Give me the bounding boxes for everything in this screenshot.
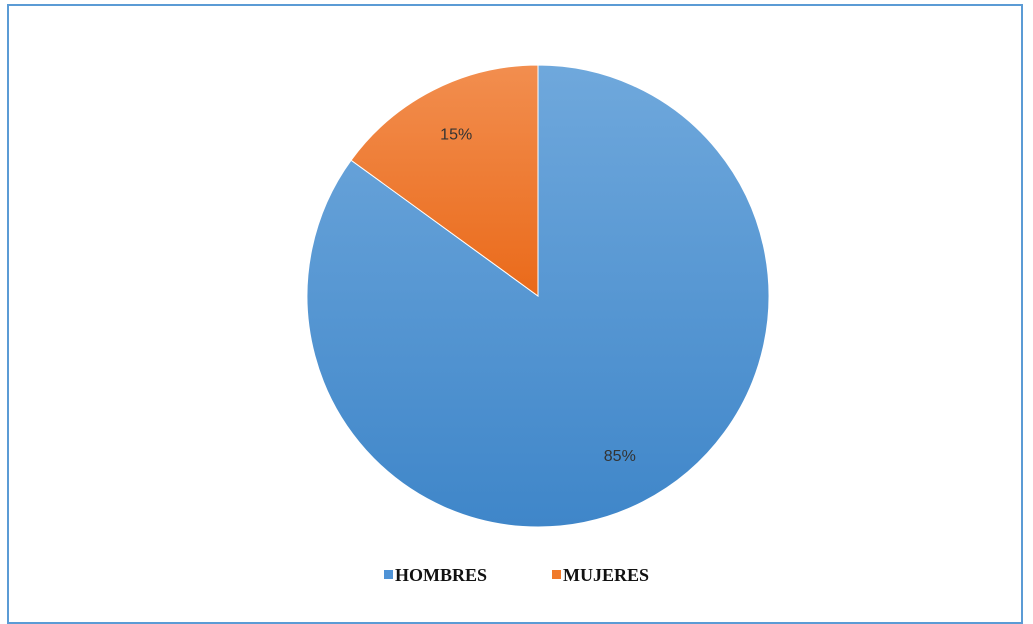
data-label-hombres: 85% (604, 448, 636, 465)
legend-swatch-hombres (384, 570, 393, 579)
pie-slice-mujeres (350, 64, 539, 297)
legend-label-hombres: HOMBRES (395, 565, 487, 585)
data-label-mujeres: 15% (440, 127, 472, 144)
legend-swatch-mujeres (552, 570, 561, 579)
legend-label-mujeres: MUJERES (563, 565, 649, 585)
